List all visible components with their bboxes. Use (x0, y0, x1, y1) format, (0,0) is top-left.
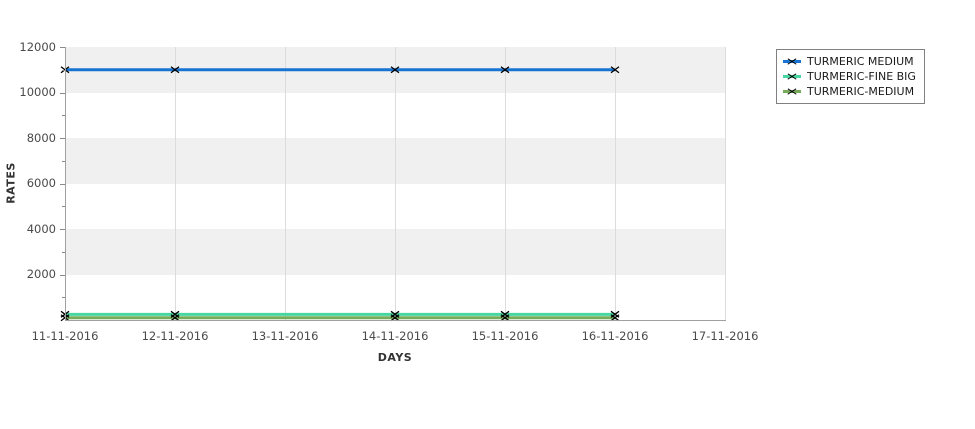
x-tick-label: 16-11-2016 (581, 329, 649, 343)
data-point-x-marker (500, 314, 510, 322)
y-tick-mark (60, 138, 65, 139)
legend-swatch (783, 86, 801, 97)
legend-item: TURMERIC-FINE BIG (783, 69, 916, 84)
vertical-gridline (174, 47, 176, 320)
x-tick-label: 12-11-2016 (141, 329, 209, 343)
plot-area (60, 47, 726, 322)
x-tick-label: 11-11-2016 (31, 329, 99, 343)
x-marker-icon (787, 87, 797, 97)
x-tick-label: 14-11-2016 (361, 329, 429, 343)
legend-item: TURMERIC MEDIUM (783, 54, 916, 69)
data-point-x-marker (500, 66, 510, 74)
y-tick-mark (60, 92, 65, 94)
y-minor-tick-mark (62, 69, 65, 71)
y-tick-label: 8000 (26, 130, 56, 145)
x-marker-icon (787, 57, 797, 67)
data-point-x-marker (170, 314, 180, 322)
data-point-x-marker (610, 66, 620, 74)
y-tick-mark (60, 47, 65, 48)
legend: TURMERIC MEDIUM TURMERIC-FINE BIG TURMER… (776, 49, 925, 104)
legend-label: TURMERIC-MEDIUM (807, 85, 915, 98)
y-tick-mark (60, 229, 65, 230)
vertical-gridline (614, 47, 616, 320)
y-tick-label: 10000 (19, 85, 56, 99)
data-point-x-marker (170, 66, 180, 74)
y-tick-label: 2000 (26, 267, 56, 281)
vertical-gridline (284, 47, 286, 320)
data-point-x-marker (610, 314, 620, 322)
legend-item: TURMERIC-MEDIUM (783, 84, 916, 99)
y-axis-title: RATES (4, 162, 18, 204)
x-tick-label: 15-11-2016 (471, 329, 539, 343)
y-minor-tick-mark (62, 206, 65, 208)
x-axis-title: DAYS (377, 351, 413, 364)
legend-label: TURMERIC-FINE BIG (807, 70, 916, 83)
y-minor-tick-mark (62, 160, 65, 162)
y-tick-label: 6000 (26, 176, 56, 190)
x-tick-label: 13-11-2016 (251, 329, 319, 343)
y-minor-tick-mark (62, 251, 65, 253)
data-point-x-marker (390, 66, 400, 74)
vertical-gridline (504, 47, 506, 320)
y-tick-mark (60, 183, 65, 185)
legend-swatch (783, 71, 801, 82)
x-axis-line (65, 320, 726, 321)
legend-swatch (783, 56, 801, 67)
x-tick-label: 17-11-2016 (691, 329, 759, 343)
x-marker-icon (787, 72, 797, 82)
vertical-gridline (724, 47, 726, 320)
y-minor-tick-mark (62, 297, 65, 299)
series-layer (60, 66, 620, 322)
y-tick-label: 12000 (19, 39, 56, 54)
y-minor-tick-mark (62, 115, 65, 117)
data-point-x-marker (390, 314, 400, 322)
y-tick-mark (60, 274, 65, 276)
legend-label: TURMERIC MEDIUM (807, 55, 914, 68)
vertical-gridline (394, 47, 396, 320)
y-tick-label: 4000 (26, 221, 56, 236)
y-axis-line (65, 47, 66, 321)
